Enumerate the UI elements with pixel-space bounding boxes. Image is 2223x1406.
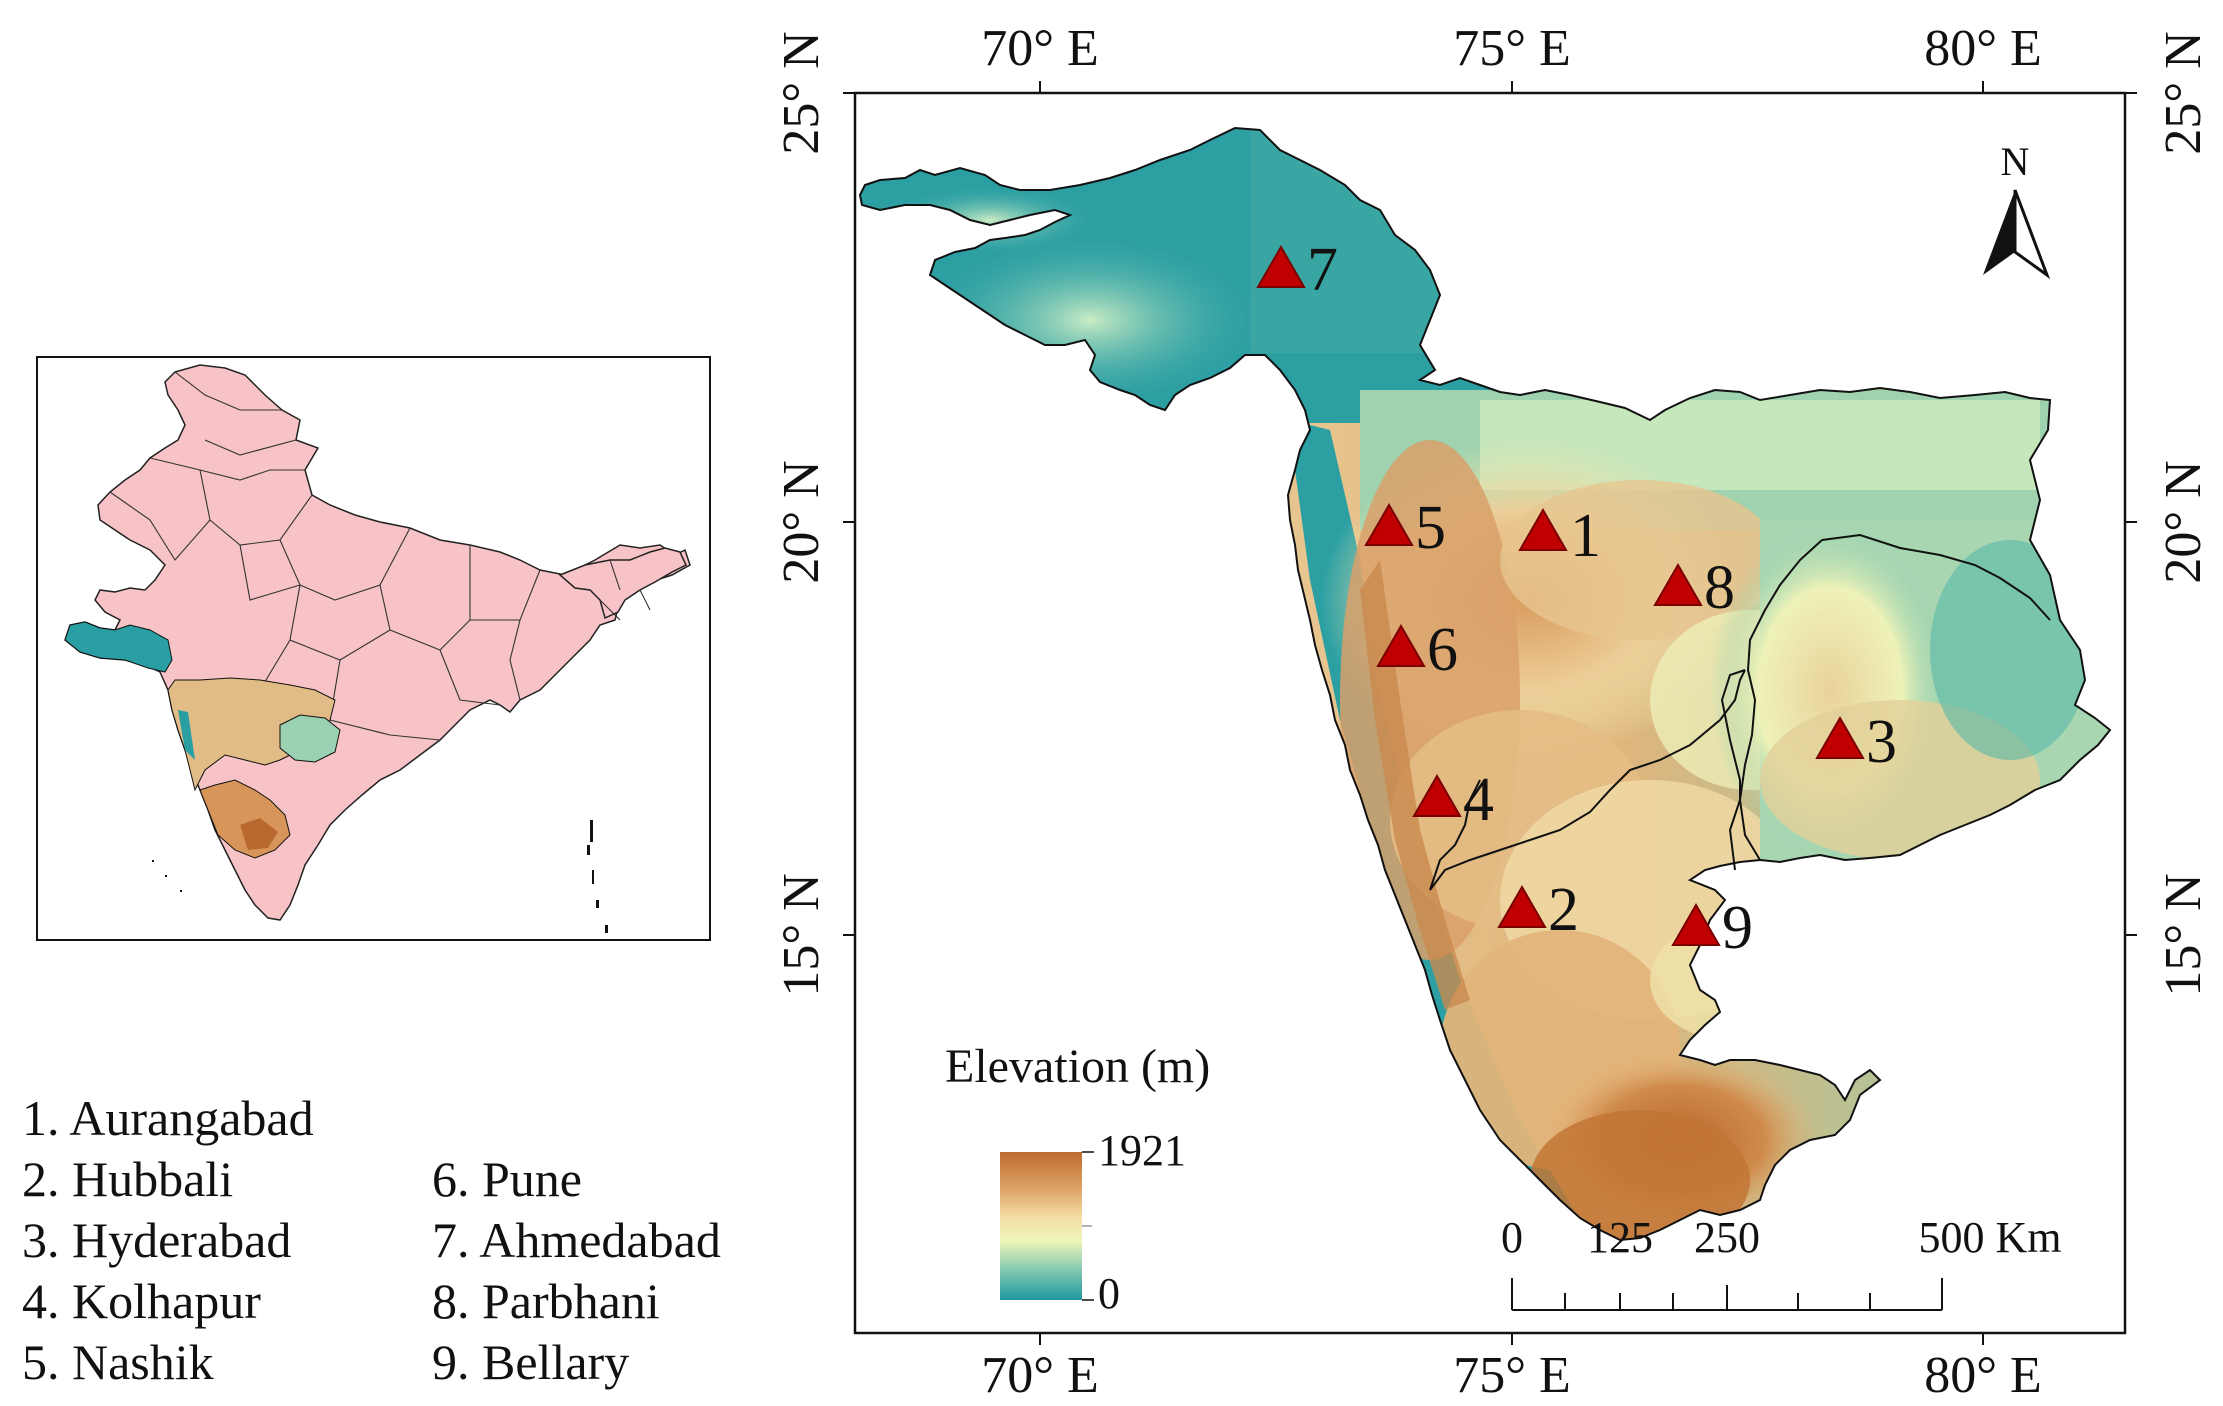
station-marker-9[interactable]: 9 bbox=[1671, 894, 1753, 962]
right-lat-label: 20° N bbox=[2155, 460, 2212, 583]
station-list-item: 8. Parbhani bbox=[432, 1273, 660, 1329]
triangle-marker-icon bbox=[1364, 502, 1414, 546]
india-outline bbox=[64, 364, 691, 921]
triangle-marker-icon bbox=[1376, 623, 1426, 667]
station-list-column-2: 6. Pune 7. Ahmedabad 8. Parbhani 9. Bell… bbox=[432, 1149, 721, 1393]
station-list-item: 9. Bellary bbox=[432, 1334, 630, 1390]
legend-title: Elevation (m) bbox=[945, 1040, 1210, 1093]
station-marker-8[interactable]: 8 bbox=[1653, 554, 1735, 622]
station-list-item: 3. Hyderabad bbox=[22, 1212, 292, 1268]
station-list: 1. Aurangabad 2. Hubbali 3. Hyderabad 4.… bbox=[22, 1088, 922, 1390]
legend-min: 0 bbox=[1098, 1269, 1120, 1318]
station-list-item: 1. Aurangabad bbox=[22, 1090, 314, 1146]
north-arrow-icon bbox=[1983, 189, 2051, 280]
left-lat-label: 15° N bbox=[773, 873, 830, 996]
elevation-color-ramp bbox=[1000, 1152, 1082, 1300]
triangle-marker-icon bbox=[1518, 507, 1568, 551]
north-label: N bbox=[2001, 139, 2030, 184]
station-list-item: 5. Nashik bbox=[22, 1334, 214, 1390]
station-number: 5 bbox=[1415, 494, 1446, 562]
left-latitude-labels: 25° N 20° N 15° N bbox=[773, 31, 830, 996]
station-marker-3[interactable]: 3 bbox=[1815, 708, 1897, 776]
bottom-longitude-labels: 70° E 75° E 80° E bbox=[981, 1347, 2042, 1404]
scale-label-250: 250 bbox=[1694, 1213, 1760, 1262]
station-number: 1 bbox=[1570, 502, 1601, 570]
station-marker-5[interactable]: 5 bbox=[1364, 494, 1446, 562]
elevation-legend: Elevation (m) 1921 0 bbox=[945, 1040, 1210, 1318]
inset-study-area bbox=[64, 621, 341, 859]
north-arrow: N bbox=[1983, 139, 2051, 280]
station-list-item: 7. Ahmedabad bbox=[432, 1212, 721, 1268]
station-list-column-1: 1. Aurangabad 2. Hubbali 3. Hyderabad 4.… bbox=[22, 1088, 314, 1393]
karnataka-boundary bbox=[1429, 669, 1746, 891]
station-number: 2 bbox=[1548, 876, 1579, 944]
top-lon-label: 70° E bbox=[981, 20, 1099, 77]
triangle-marker-icon bbox=[1412, 773, 1462, 817]
right-lat-label: 25° N bbox=[2155, 31, 2212, 154]
triangle-marker-icon bbox=[1671, 902, 1721, 946]
axis-ticks bbox=[843, 81, 2137, 1345]
station-marker-1[interactable]: 1 bbox=[1518, 502, 1601, 570]
station-list-item: 4. Kolhapur bbox=[22, 1273, 261, 1329]
scale-label-0: 0 bbox=[1501, 1213, 1523, 1262]
triangle-marker-icon bbox=[1497, 884, 1547, 928]
right-latitude-labels: 25° N 20° N 15° N bbox=[2155, 31, 2212, 996]
station-markers: 1 2 3 4 5 6 7 8 bbox=[1256, 236, 1897, 962]
left-lat-label: 25° N bbox=[773, 31, 830, 154]
triangle-marker-icon bbox=[1815, 715, 1865, 759]
scale-label-500: 500 Km bbox=[1919, 1213, 2062, 1262]
inset-india-map bbox=[36, 356, 711, 941]
station-marker-7[interactable]: 7 bbox=[1256, 236, 1338, 304]
left-lat-label: 20° N bbox=[773, 460, 830, 583]
station-number: 9 bbox=[1722, 894, 1753, 962]
top-lon-label: 75° E bbox=[1453, 20, 1571, 77]
triangle-marker-icon bbox=[1256, 244, 1306, 288]
station-number: 4 bbox=[1463, 766, 1494, 834]
station-marker-6[interactable]: 6 bbox=[1376, 616, 1458, 684]
station-number: 6 bbox=[1427, 616, 1458, 684]
scale-bar: 0 125 250 500 Km bbox=[1501, 1213, 2062, 1311]
station-list-item: 2. Hubbali bbox=[22, 1151, 234, 1207]
station-marker-2[interactable]: 2 bbox=[1497, 876, 1579, 944]
triangle-marker-icon bbox=[1653, 562, 1703, 606]
bottom-lon-label: 75° E bbox=[1453, 1347, 1571, 1404]
top-longitude-labels: 70° E 75° E 80° E bbox=[981, 20, 2042, 77]
bottom-lon-label: 80° E bbox=[1924, 1347, 2042, 1404]
station-number: 3 bbox=[1866, 708, 1897, 776]
top-lon-label: 80° E bbox=[1924, 20, 2042, 77]
right-lat-label: 15° N bbox=[2155, 873, 2212, 996]
telangana-boundary bbox=[1738, 533, 2051, 861]
station-marker-4[interactable]: 4 bbox=[1412, 766, 1494, 834]
legend-max: 1921 bbox=[1098, 1126, 1186, 1175]
station-number: 7 bbox=[1307, 236, 1338, 304]
station-list-item: 6. Pune bbox=[432, 1151, 582, 1207]
station-number: 8 bbox=[1704, 554, 1735, 622]
bottom-lon-label: 70° E bbox=[981, 1347, 1099, 1404]
scale-label-125: 125 bbox=[1587, 1213, 1653, 1262]
